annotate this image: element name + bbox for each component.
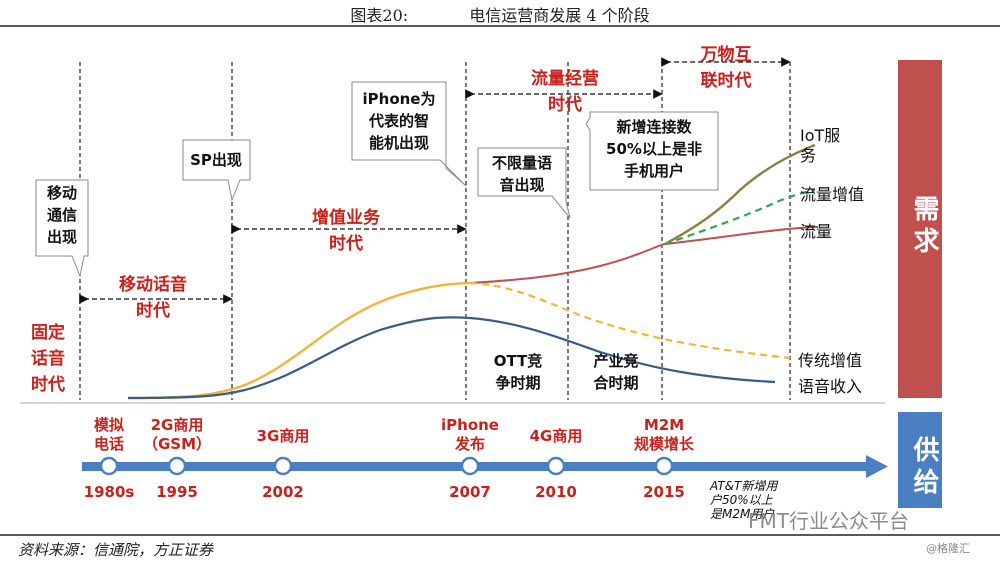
- callout-mobile-text-line: 通信: [47, 206, 77, 224]
- label-traffic-value: 流量增值: [800, 185, 864, 204]
- figure-caption: 电信运营商发展 4 个阶段: [469, 6, 650, 25]
- label-traffic: 流量: [800, 222, 832, 241]
- milestone-event-line: 3G商用: [257, 427, 310, 445]
- demand-label: 需求: [909, 195, 939, 259]
- stage-industry-line: 产业竞: [593, 352, 638, 370]
- demand-band: [898, 60, 942, 398]
- stage-value-added-line: 时代: [329, 233, 363, 254]
- callout-iphone-text-line: iPhone为: [363, 90, 436, 108]
- callout-newconn-text-line: 手机用户: [624, 162, 684, 180]
- milestone-year: 1980s: [84, 483, 135, 501]
- callout-unlimited-box: [477, 147, 571, 219]
- timeline-milestone: [654, 456, 674, 476]
- timeline-milestone: [167, 456, 187, 476]
- timeline-arrowhead: [866, 455, 888, 478]
- callout-iphone-text-line: 代表的智: [368, 112, 429, 130]
- timeline-milestone: [273, 456, 293, 476]
- callout-mobile-text-line: 移动: [47, 184, 77, 202]
- milestone-event-line: 2G商用: [151, 416, 204, 434]
- label-iot-service-line: IoT服: [800, 126, 840, 145]
- stage-ott-line: 争时期: [495, 374, 540, 392]
- supply-band: [898, 412, 942, 508]
- value-added-curve: [127, 281, 471, 400]
- milestone-year: 1995: [156, 483, 198, 501]
- milestone-year: 2007: [449, 483, 491, 501]
- callout-unlimited-text-line: 不限量语: [492, 154, 552, 172]
- att-note-line: 是M2M用户: [710, 507, 775, 521]
- att-note-line: 户50%以上: [710, 493, 774, 507]
- label-voice-revenue: 语音收入: [798, 377, 862, 396]
- callout-iphone-box: [351, 81, 467, 187]
- milestone-event-line: M2M: [644, 416, 684, 434]
- figure-title: 图表20: 电信运营商发展 4 个阶段: [0, 2, 1000, 26]
- legacy-value-curve: [469, 281, 791, 360]
- stage-mobile-voice-line: 移动话音: [119, 274, 187, 295]
- stage-mobile-voice-line: 时代: [136, 300, 170, 321]
- callout-sp-box: [182, 139, 251, 202]
- stage-ott-line: OTT竞: [494, 352, 543, 370]
- milestone-year: 2002: [262, 483, 304, 501]
- stage-fixed-voice-line: 固定: [31, 322, 65, 343]
- callout-iphone-text-line: 能机出现: [369, 134, 429, 152]
- iot-service-curve: [664, 143, 816, 246]
- timeline-milestone: [460, 456, 480, 476]
- supply-label: 供给: [909, 436, 939, 500]
- stage-traffic-line: 时代: [548, 94, 582, 115]
- callout-mobile-text-line: 出现: [47, 228, 77, 246]
- watermark-text: FMT行业公众平台: [748, 509, 909, 533]
- milestone-event-line: 规模增长: [634, 435, 695, 453]
- callout-newconn-text-line: 新增连接数: [616, 118, 692, 136]
- timeline-milestone: [546, 456, 566, 476]
- stage-fixed-voice-line: 话音: [31, 348, 65, 369]
- callout-mobile-box: [35, 179, 89, 278]
- label-legacy-value: 传统增值: [798, 351, 862, 370]
- stage-iot-line: 联时代: [701, 70, 752, 91]
- milestone-event-line: 4G商用: [530, 427, 583, 445]
- milestone-event-line: 模拟: [94, 416, 124, 434]
- timeline-milestone: [99, 456, 119, 476]
- callout-newconn-text-line: 50%以上是非: [606, 140, 702, 158]
- milestone-year: 2010: [535, 483, 577, 501]
- milestone-event-line: iPhone: [441, 416, 499, 434]
- stage-iot-line: 万物互: [700, 44, 752, 65]
- milestone-event-line: （GSM）: [143, 435, 211, 453]
- milestone-event-line: 电话: [94, 435, 124, 453]
- callout-sp-text-line: SP出现: [190, 151, 242, 169]
- stage-fixed-voice-line: 时代: [31, 374, 65, 395]
- att-note-line: AT&T新增用: [709, 479, 778, 493]
- figure-number: 图表20:: [350, 6, 409, 25]
- stage-traffic-line: 流量经营: [531, 68, 599, 89]
- label-iot-service-line: 务: [800, 146, 816, 165]
- traffic-value-curve: [664, 188, 816, 246]
- milestone-event-line: 发布: [454, 435, 485, 453]
- credit-text: @格隆汇: [926, 542, 970, 555]
- milestone-year: 2015: [643, 483, 685, 501]
- voice-revenue-curve: [127, 316, 776, 400]
- callout-unlimited-text-line: 音出现: [499, 176, 544, 194]
- source-note: 资料来源：信通院，方正证券: [18, 541, 214, 559]
- stage-value-added-line: 增值业务: [312, 207, 381, 228]
- callout-newconn-box: [585, 111, 719, 191]
- stage-industry-line: 合时期: [592, 374, 638, 392]
